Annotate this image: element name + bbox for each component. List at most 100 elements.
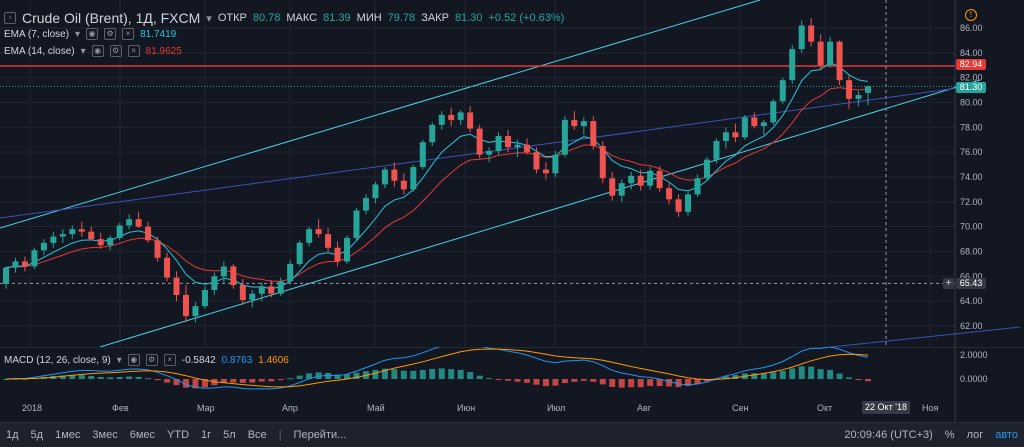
macd-histogram-bar bbox=[552, 379, 559, 386]
close-label: ЗАКР bbox=[421, 12, 449, 24]
candle-body bbox=[344, 237, 351, 262]
open-value: 80.78 bbox=[252, 12, 281, 24]
auto-toggle[interactable]: авто bbox=[995, 429, 1018, 441]
macd-histogram-bar bbox=[145, 378, 152, 380]
macd-histogram-bar bbox=[3, 379, 9, 380]
ema14-legend[interactable]: EMA (14, close) ▾ ◉ ⚙ × 81.9625 bbox=[4, 45, 182, 57]
macd-histogram-bar bbox=[703, 379, 710, 382]
candle-body bbox=[12, 261, 19, 268]
range-6m[interactable]: 6мес bbox=[129, 429, 156, 441]
candle-body bbox=[249, 293, 256, 300]
ema7-dropdown-icon[interactable]: ▾ bbox=[75, 28, 81, 40]
ema14-eye-icon[interactable]: ◉ bbox=[91, 45, 104, 57]
range-3m[interactable]: 3мес bbox=[92, 429, 118, 441]
candle-body bbox=[656, 170, 663, 189]
macd-histogram-bar bbox=[325, 372, 332, 379]
ema14-close-icon[interactable]: × bbox=[127, 45, 140, 57]
range-5d[interactable]: 5д bbox=[30, 429, 44, 441]
candle-body bbox=[476, 128, 483, 155]
candle-body bbox=[505, 136, 512, 148]
alert-icon[interactable]: ! bbox=[965, 9, 977, 21]
ema7-value: 81.7419 bbox=[140, 28, 177, 40]
candle-body bbox=[116, 225, 123, 238]
macd-histogram-bar bbox=[561, 379, 568, 384]
macd-histogram-bar bbox=[637, 379, 644, 388]
range-ytd[interactable]: YTD bbox=[167, 429, 190, 441]
percent-toggle[interactable]: % bbox=[944, 429, 955, 441]
candle-body bbox=[334, 247, 341, 262]
candle-body bbox=[722, 132, 729, 141]
candle-body bbox=[31, 250, 38, 267]
candle-body bbox=[230, 266, 237, 286]
goto-button[interactable]: Перейти... bbox=[293, 429, 347, 441]
candle-body bbox=[50, 236, 57, 243]
candle-body bbox=[448, 114, 455, 120]
signal-line bbox=[5, 348, 869, 388]
candle-body bbox=[599, 145, 606, 179]
price-chart[interactable]: 86.00 84.00 82.00 80.00 78.00 76.00 74.00 72.00… bbox=[0, 0, 1024, 347]
add-level-icon[interactable]: + bbox=[943, 278, 954, 289]
collapse-icon[interactable]: ▫ bbox=[4, 12, 16, 24]
ema7-settings-icon[interactable]: ⚙ bbox=[104, 28, 117, 40]
candle-body bbox=[808, 25, 815, 42]
macd-histogram-bar bbox=[467, 372, 474, 379]
macd-histogram-bar bbox=[448, 369, 455, 379]
candle-body bbox=[3, 267, 9, 284]
y-tick-label: 64.00 bbox=[960, 296, 983, 306]
ema7-eye-icon[interactable]: ◉ bbox=[86, 28, 99, 40]
macd-histogram-bar bbox=[296, 375, 303, 379]
symbol-title[interactable]: Crude Oil (Brent), 1Д, FXCM bbox=[22, 10, 201, 26]
macd-histogram-bar bbox=[192, 379, 199, 389]
resistance-price-tag: 82.94 bbox=[956, 59, 986, 70]
candle-body bbox=[486, 150, 493, 155]
candle-body bbox=[296, 242, 303, 264]
macd-histogram-bar bbox=[173, 379, 180, 386]
macd-legend[interactable]: MACD (12, 26, close, 9) ▾ ◉ ⚙ × -0.5842 … bbox=[4, 354, 289, 366]
candle-body bbox=[429, 124, 436, 143]
range-1d[interactable]: 1д bbox=[6, 429, 19, 441]
macd-histogram-bar bbox=[685, 379, 692, 387]
candle-body bbox=[381, 169, 388, 185]
dropdown-icon[interactable]: ▾ bbox=[206, 12, 212, 25]
candle-body bbox=[561, 119, 568, 155]
candle-body bbox=[580, 121, 587, 127]
ema7-close-icon[interactable]: × bbox=[122, 28, 135, 40]
macd-histogram-bar bbox=[400, 370, 407, 379]
macd-eye-icon[interactable]: ◉ bbox=[127, 354, 140, 366]
macd-histogram-bar bbox=[154, 379, 161, 381]
ema7-legend[interactable]: EMA (7, close) ▾ ◉ ⚙ × 81.7419 bbox=[4, 28, 176, 40]
ema14-dropdown-icon[interactable]: ▾ bbox=[80, 45, 86, 57]
macd-histogram-bar bbox=[770, 372, 777, 379]
range-all[interactable]: Все bbox=[247, 429, 267, 441]
macd-dropdown-icon[interactable]: ▾ bbox=[116, 354, 122, 366]
candle-body bbox=[164, 257, 171, 278]
candle-body bbox=[675, 199, 682, 212]
macd-pane[interactable]: 2.0000 0.0000 2018 Фев Мар Апр Май Июн Июл Авг Се… bbox=[0, 347, 1024, 422]
toolbar-divider: | bbox=[278, 429, 282, 441]
range-5y[interactable]: 5л bbox=[223, 429, 236, 441]
x-tick-label: Авг bbox=[637, 403, 652, 413]
macd-settings-icon[interactable]: ⚙ bbox=[145, 354, 158, 366]
range-1m[interactable]: 1мес bbox=[55, 429, 81, 441]
candle-body bbox=[135, 219, 142, 227]
macd-hist-value: -0.5842 bbox=[181, 354, 216, 366]
macd-close-icon[interactable]: × bbox=[163, 354, 176, 366]
candle-body bbox=[457, 112, 464, 120]
macd-histogram-bar bbox=[306, 373, 313, 379]
candle-body bbox=[609, 178, 616, 196]
candle-body bbox=[865, 86, 871, 93]
candle-body bbox=[760, 122, 767, 127]
macd-histogram-bar bbox=[647, 379, 654, 387]
macd-histogram-bar bbox=[372, 369, 379, 379]
macd-histogram-bar bbox=[618, 379, 625, 388]
candle-body bbox=[306, 229, 313, 243]
candle-body bbox=[211, 276, 218, 290]
candle-body bbox=[779, 80, 786, 102]
range-1y[interactable]: 1г bbox=[201, 429, 212, 441]
ema14-settings-icon[interactable]: ⚙ bbox=[109, 45, 122, 57]
close-value: 81.30 bbox=[454, 12, 483, 24]
candle-body bbox=[694, 178, 701, 195]
trend-line-lower bbox=[825, 326, 1021, 347]
macd-tick-label: 0.0000 bbox=[960, 374, 988, 384]
log-toggle[interactable]: лог bbox=[966, 429, 984, 441]
